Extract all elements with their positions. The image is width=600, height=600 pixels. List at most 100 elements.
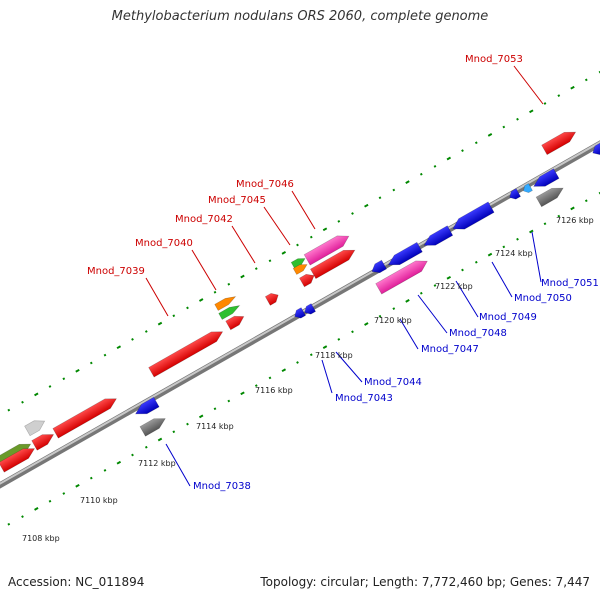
gene-arrow (541, 131, 577, 156)
rail-dot (62, 492, 66, 495)
tick-label: 7124 kbp (495, 249, 533, 258)
rail-dot (103, 469, 107, 472)
rail-dot (48, 385, 52, 388)
gene-label[interactable]: Mnod_7049 (479, 312, 537, 323)
gene-label[interactable]: Mnod_7043 (335, 393, 393, 404)
leader-line (165, 443, 191, 487)
rail-dot (103, 353, 107, 357)
forward-gene-labels: Mnod_7039 Mnod_7040 Mnod_7042 Mnod_7045 … (87, 54, 523, 277)
rail-dot (34, 507, 39, 511)
gene-arrow (0, 448, 36, 473)
rail-dot (364, 322, 369, 326)
gene-arrow (218, 305, 241, 320)
rail-dot (227, 282, 231, 286)
rail-dot (502, 125, 506, 129)
rail-dot (254, 267, 258, 270)
rail-dot (433, 284, 437, 287)
rail-dot (598, 191, 600, 195)
rail-dot (543, 102, 547, 105)
rail-dot (322, 227, 328, 232)
scale-ticks: 7108 kbp 7110 kbp 7112 kbp 7114 kbp 7116… (22, 216, 594, 543)
gene-arrow (375, 260, 428, 295)
gene-arrow (214, 296, 237, 311)
tick-label: 7120 kbp (374, 316, 412, 325)
dotted-rails (7, 70, 600, 526)
leader-line (455, 280, 479, 318)
gene-label[interactable]: Mnod_7046 (236, 179, 294, 190)
gene-arrow (52, 398, 117, 439)
rail-dot (446, 275, 452, 280)
gene-label[interactable]: Mnod_7042 (175, 214, 233, 225)
leader-line (321, 359, 333, 394)
rail-dot (62, 377, 66, 381)
rail-dot (48, 499, 52, 503)
gene-arrow (310, 249, 356, 280)
rail-dot (186, 306, 189, 310)
gene-arrow (509, 188, 521, 200)
gene-arrow (303, 235, 350, 266)
rail-dot (598, 70, 600, 74)
leader-line (491, 261, 513, 298)
rail-dot (474, 260, 478, 264)
rail-dot (322, 345, 328, 349)
rail-dot (7, 408, 11, 412)
gene-arrow (423, 225, 454, 246)
tick-label: 7122 kbp (435, 282, 473, 291)
gene-label[interactable]: Mnod_7050 (514, 293, 572, 304)
rail-dot (227, 399, 231, 403)
leader-line (291, 190, 316, 230)
leader-line (231, 225, 256, 264)
gene-arrow (523, 183, 533, 194)
rail-dot (529, 109, 534, 114)
rail-dot (351, 330, 354, 334)
gene-arrow (292, 264, 308, 275)
rail-dot (584, 199, 588, 203)
gene-arrow (264, 293, 279, 306)
gene-arrow (304, 303, 316, 315)
gene-label[interactable]: Mnod_7040 (135, 238, 193, 249)
gene-label[interactable]: Mnod_7051 (541, 278, 599, 289)
gene-label[interactable]: Mnod_7039 (87, 266, 145, 277)
rail-dot (296, 243, 299, 247)
tick-label: 7112 kbp (138, 459, 176, 468)
rail-dot (172, 430, 176, 434)
leader-line (145, 277, 169, 317)
rail-dot (337, 220, 341, 223)
leader-line (335, 351, 363, 383)
gene-arrow (31, 434, 55, 451)
rail-dot (213, 407, 217, 411)
gene-label[interactable]: Mnod_7038 (193, 481, 251, 492)
rail-dot (405, 180, 410, 184)
rail-dot (240, 391, 245, 396)
rail-dot (337, 338, 341, 341)
rail-dot (392, 188, 396, 192)
rail-dot (351, 212, 354, 215)
rail-dot (296, 361, 299, 364)
rail-dot (157, 321, 163, 326)
gene-label[interactable]: Mnod_7053 (465, 54, 523, 65)
map-title: Methylobacterium nodulans ORS 2060, comp… (111, 9, 489, 24)
gene-arrow (387, 241, 423, 266)
gene-arrow (592, 142, 600, 155)
tick-label: 7108 kbp (22, 534, 60, 543)
rail-dot (392, 307, 396, 310)
rail-dot (461, 149, 464, 152)
rail-dot (461, 268, 464, 272)
rail-dot (89, 476, 93, 480)
rail-dot (21, 400, 24, 404)
rail-dot (240, 274, 245, 279)
rail-dot (131, 453, 134, 457)
gene-label[interactable]: Mnod_7048 (449, 328, 507, 339)
tick-label: 7118 kbp (315, 351, 353, 360)
gene-label[interactable]: Mnod_7044 (364, 377, 422, 388)
gene-label[interactable]: Mnod_7047 (421, 344, 479, 355)
gene-label[interactable]: Mnod_7045 (208, 195, 266, 206)
rail-dot (474, 141, 478, 145)
rail-dot (281, 251, 287, 255)
rail-dot (419, 291, 423, 295)
rail-dot (309, 235, 313, 239)
rail-dot (89, 361, 93, 365)
reverse-gene-labels: Mnod_7038 Mnod_7043 Mnod_7044 Mnod_7047 … (193, 278, 599, 492)
rail-dot (433, 165, 437, 168)
gene-arrow (299, 273, 315, 288)
